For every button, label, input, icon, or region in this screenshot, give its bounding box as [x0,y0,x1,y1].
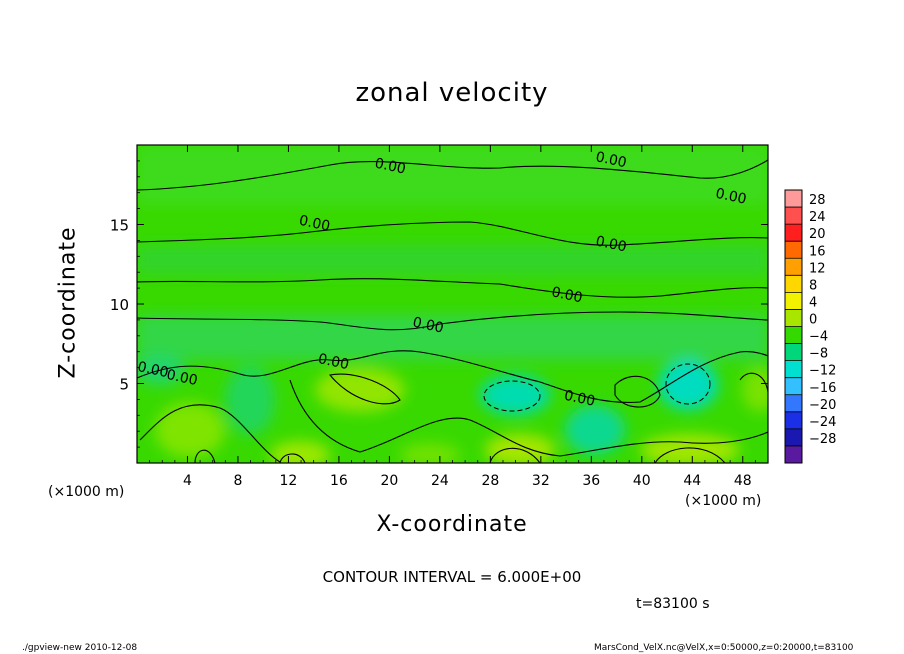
colorbar-swatch [785,258,802,276]
colorbar-label: 4 [809,295,817,310]
colorbar-swatch [785,377,802,396]
x-tick-label: 48 [734,473,752,489]
colorbar-swatch [785,275,802,293]
colorbar-label: 12 [809,261,826,276]
footer-left: ./gpview-new 2010-12-08 [22,643,138,653]
colorbar-swatch [785,360,802,379]
contour-label-layer: 0.00 0.000.000.000.000.000.000.000.000.00… [136,149,748,410]
chart-title: zonal velocity [355,78,549,108]
colorbar-swatch [785,411,802,430]
colorbar-label: −12 [809,364,836,379]
contour-label: 0.00 [563,388,597,410]
field-anomalies [137,145,768,463]
x-tick-label: 16 [330,473,348,489]
colorbar-label: 0 [809,313,817,328]
colorbar-label: −16 [809,381,836,396]
colorbar-label: 16 [809,244,826,259]
contour-label: 0.00 [411,314,445,336]
contour-label: 0.00 [373,155,407,177]
contour-label: 0.00 [298,213,332,235]
contour-label: 0.00 [594,233,628,255]
negative-contours [483,363,711,412]
contour-lines [137,159,768,463]
colorbar-swatch [785,394,802,413]
x-axis-unit: (×1000 m) [48,484,125,500]
x-tick-label: 36 [582,473,600,489]
colorbar-label: 20 [809,227,826,242]
colorbar-swatch [785,445,802,464]
colorbar-swatch [785,292,802,310]
x-axis-unit-right: (×1000 m) [685,493,762,509]
colorbar-label: −28 [809,432,836,447]
contour-interval-text: CONTOUR INTERVAL = 6.000E+00 [322,568,582,586]
colorbar-swatch [785,190,802,208]
footer-right: MarsCond_VelX.nc@VelX,x=0:50000,z=0:2000… [594,643,854,653]
colorbar-swatch [785,241,802,259]
colorbar-label: 24 [809,210,826,225]
colorbar-swatch [785,224,802,242]
contour-label: 0.00 [136,359,170,381]
x-tick-label: 28 [481,473,499,489]
x-tick-label: 4 [183,473,192,489]
colorbar-swatch [785,309,802,327]
x-tick-label: 12 [280,473,298,489]
x-tick-label: 44 [683,473,701,489]
colorbar-swatch [785,428,802,447]
colorbar-swatch [785,343,802,362]
time-label: t=83100 s [636,596,710,612]
x-axis-label: X-coordinate [376,512,528,537]
y-tick-label: 10 [110,296,129,314]
colorbar-label: −20 [809,398,836,413]
contour-label: 0.00 [165,367,199,389]
y-tick-label: 5 [119,376,129,394]
colorbar-label: 8 [809,278,817,293]
colorbar: 28 24 20 16 12 8 4 0 −4 −8 −12 −16 −20 −24 −28 [784,189,836,464]
contour-label: 0.00 [594,149,628,171]
contour-label: 0.00 [550,284,584,306]
contour-label: 0.00 [317,351,351,373]
contour-label: 0.00 [714,186,748,208]
colorbar-label: −8 [809,347,828,362]
y-tick-label: 15 [110,217,129,235]
x-tick-label: 32 [532,473,550,489]
x-tick-label: 24 [431,473,449,489]
x-tick-label: 8 [233,473,242,489]
colorbar-label: 28 [809,193,826,208]
colorbar-label: −24 [809,415,836,430]
colorbar-swatch [785,207,802,225]
x-tick-label: 20 [380,473,398,489]
colorbar-label: −4 [809,330,828,345]
x-tick-label: 40 [633,473,651,489]
colorbar-swatch [785,326,802,345]
